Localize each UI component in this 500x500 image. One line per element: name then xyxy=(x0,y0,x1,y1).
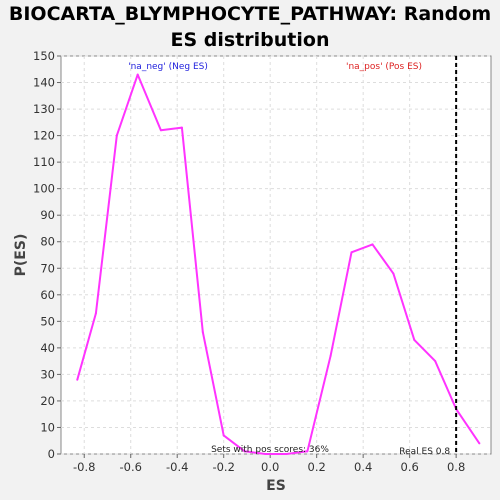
x-tick-label: -0.2 xyxy=(212,460,234,474)
data-point xyxy=(264,453,267,455)
data-point xyxy=(392,272,395,275)
y-tick-label: 60 xyxy=(40,288,55,302)
x-tick-label: 0.8 xyxy=(447,460,465,474)
x-tick-label: 0.2 xyxy=(308,460,326,474)
x-axis-ticks: -0.8 -0.6 -0.4 -0.2 0.0 0.2 0.4 0.6 0.8 xyxy=(73,454,465,474)
x-tick-label: 0.6 xyxy=(401,460,419,474)
data-point xyxy=(94,312,97,315)
x-tick-label: 0.0 xyxy=(261,460,279,474)
y-tick-label: 130 xyxy=(33,102,55,116)
y-tick-label: 80 xyxy=(40,235,55,249)
chart-title-line2: ES distribution xyxy=(171,29,330,51)
x-tick-label: -0.4 xyxy=(166,460,188,474)
data-point xyxy=(434,360,437,363)
data-point xyxy=(478,442,481,445)
data-point xyxy=(136,73,139,76)
data-point xyxy=(243,450,246,453)
data-point xyxy=(306,450,309,453)
y-axis-ticks: 0 10 20 30 40 50 60 70 80 90 100 110 120 130 140 150 xyxy=(33,49,61,461)
y-tick-label: 50 xyxy=(40,314,55,328)
x-tick-label: 0.4 xyxy=(354,460,372,474)
y-tick-label: 140 xyxy=(33,76,55,90)
data-point xyxy=(180,126,183,129)
legend-neg-es: 'na_neg' (Neg ES) xyxy=(128,62,208,72)
x-tick-label: -0.8 xyxy=(73,460,95,474)
data-point xyxy=(413,338,416,341)
data-point xyxy=(222,434,225,437)
y-tick-label: 20 xyxy=(40,394,55,408)
data-point xyxy=(285,453,288,455)
series-layer xyxy=(76,73,481,455)
chart-title-line1: BIOCARTA_BLYMPHOCYTE_PATHWAY: Random xyxy=(9,3,491,25)
data-point xyxy=(115,134,118,137)
real-es-label: Real ES 0.8 xyxy=(399,447,450,457)
y-tick-label: 10 xyxy=(40,420,55,434)
legend-pos-es: 'na_pos' (Pos ES) xyxy=(346,62,422,72)
x-axis-title: ES xyxy=(266,478,286,494)
y-axis-title: P(ES) xyxy=(13,234,29,277)
plot-area xyxy=(60,55,492,455)
data-point xyxy=(371,243,374,246)
data-point xyxy=(350,251,353,254)
y-tick-label: 0 xyxy=(48,447,55,461)
y-tick-label: 40 xyxy=(40,341,55,355)
y-tick-label: 70 xyxy=(40,261,55,275)
sets-pos-annotation: Sets with pos scores: 36% xyxy=(211,445,329,455)
y-tick-label: 150 xyxy=(33,49,55,63)
y-tick-label: 100 xyxy=(33,182,55,196)
data-point xyxy=(201,330,204,333)
y-tick-label: 30 xyxy=(40,367,55,381)
x-tick-label: -0.6 xyxy=(120,460,142,474)
y-tick-label: 90 xyxy=(40,208,55,222)
series-line xyxy=(76,73,481,455)
data-point xyxy=(329,354,332,357)
y-tick-label: 120 xyxy=(33,129,55,143)
data-point xyxy=(159,129,162,132)
y-tick-label: 110 xyxy=(33,155,55,169)
data-point xyxy=(76,378,79,381)
